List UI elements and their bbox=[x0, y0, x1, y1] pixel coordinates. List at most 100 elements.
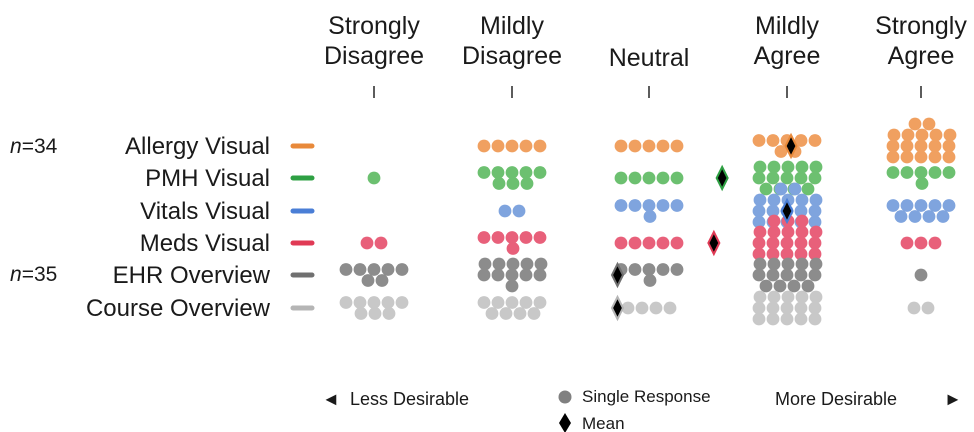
response-dot bbox=[914, 139, 928, 153]
response-dot bbox=[908, 117, 922, 131]
row-label: Course Overview bbox=[86, 295, 271, 322]
response-dot bbox=[780, 312, 794, 326]
response-dot bbox=[512, 204, 526, 218]
response-dot bbox=[353, 263, 367, 276]
response-dot bbox=[914, 199, 928, 212]
response-dot bbox=[808, 171, 822, 185]
response-dot bbox=[505, 268, 519, 282]
response-dot bbox=[477, 268, 491, 282]
response-dot bbox=[367, 296, 381, 309]
row-label: Allergy Visual bbox=[125, 133, 270, 160]
response-dot bbox=[774, 145, 788, 158]
response-dot bbox=[900, 150, 914, 164]
response-dot bbox=[506, 257, 520, 271]
response-dot bbox=[519, 231, 533, 244]
response-dot bbox=[795, 290, 809, 304]
response-dot bbox=[787, 279, 801, 293]
response-dot bbox=[808, 204, 822, 218]
mean-label: Mean bbox=[582, 414, 625, 432]
response-dot bbox=[505, 139, 519, 153]
response-dot bbox=[886, 139, 900, 153]
response-dot bbox=[533, 166, 547, 179]
less-desirable-label: Less Desirable bbox=[350, 389, 469, 409]
response-dot bbox=[614, 171, 628, 185]
response-dot bbox=[801, 279, 815, 293]
response-dot bbox=[794, 204, 808, 218]
response-dot bbox=[477, 231, 491, 244]
group-labels: n=34 n=35 bbox=[10, 135, 58, 286]
row-label: EHR Overview bbox=[113, 262, 271, 289]
response-dot bbox=[477, 296, 491, 309]
response-dot bbox=[753, 225, 767, 239]
response-dot bbox=[381, 263, 395, 276]
response-dot bbox=[752, 134, 766, 147]
response-dot bbox=[767, 225, 781, 239]
response-dot bbox=[767, 214, 781, 228]
response-dot bbox=[808, 301, 822, 315]
response-dot bbox=[505, 296, 519, 309]
response-dot bbox=[614, 199, 628, 212]
response-dot bbox=[928, 150, 942, 164]
response-dot bbox=[642, 171, 656, 185]
response-dot bbox=[766, 204, 780, 218]
response-dot bbox=[767, 290, 781, 304]
group-label-1: n=34 bbox=[10, 135, 58, 158]
response-dot bbox=[794, 247, 808, 261]
response-dot bbox=[767, 257, 781, 271]
response-dot bbox=[809, 160, 823, 174]
response-dot bbox=[914, 236, 928, 250]
response-dot bbox=[781, 257, 795, 271]
column-header-3: Neutral bbox=[609, 44, 690, 72]
legend: ◄ Less Desirable Single Response Mean Mo… bbox=[322, 387, 962, 432]
response-dot bbox=[753, 290, 767, 304]
response-dot bbox=[808, 215, 822, 229]
response-dots bbox=[339, 117, 957, 326]
response-dot bbox=[527, 307, 541, 320]
response-dot bbox=[914, 268, 928, 282]
response-dot bbox=[339, 263, 353, 276]
response-dot bbox=[533, 296, 547, 309]
response-dot bbox=[491, 296, 505, 309]
mean-marker bbox=[707, 229, 721, 257]
response-dot bbox=[794, 301, 808, 315]
response-dot bbox=[374, 236, 388, 250]
response-dot bbox=[752, 204, 766, 218]
response-dot bbox=[395, 263, 409, 276]
response-dot bbox=[943, 128, 957, 142]
response-dot bbox=[808, 247, 822, 261]
response-dot bbox=[794, 268, 808, 282]
more-desirable-label: More Desirable bbox=[775, 389, 897, 409]
response-dot bbox=[780, 301, 794, 315]
response-dot bbox=[900, 236, 914, 250]
response-dot bbox=[670, 171, 684, 185]
column-header-4: Mildly Agree bbox=[754, 12, 821, 70]
response-dot bbox=[795, 225, 809, 239]
response-dot bbox=[656, 171, 670, 185]
response-dot bbox=[505, 231, 519, 244]
response-dot bbox=[794, 236, 808, 250]
response-dot bbox=[928, 236, 942, 250]
response-dot bbox=[752, 301, 766, 315]
response-dot bbox=[921, 301, 935, 315]
response-dot bbox=[339, 296, 353, 309]
response-dot bbox=[767, 193, 781, 207]
response-dot bbox=[519, 139, 533, 153]
response-dot bbox=[628, 199, 642, 212]
response-dot bbox=[533, 268, 547, 282]
row-label: Vitals Visual bbox=[140, 198, 270, 225]
response-dot bbox=[505, 166, 519, 179]
response-dot bbox=[491, 139, 505, 153]
response-dot bbox=[781, 160, 795, 174]
response-dot bbox=[936, 210, 950, 223]
response-dot bbox=[491, 231, 505, 244]
response-dot bbox=[499, 307, 513, 320]
response-dot bbox=[621, 301, 635, 315]
response-dot bbox=[353, 296, 367, 309]
response-dot bbox=[614, 139, 628, 153]
response-dot bbox=[766, 301, 780, 315]
response-dot bbox=[766, 247, 780, 261]
response-dot bbox=[942, 150, 956, 164]
mean-marker bbox=[780, 197, 794, 225]
response-dot bbox=[795, 193, 809, 207]
